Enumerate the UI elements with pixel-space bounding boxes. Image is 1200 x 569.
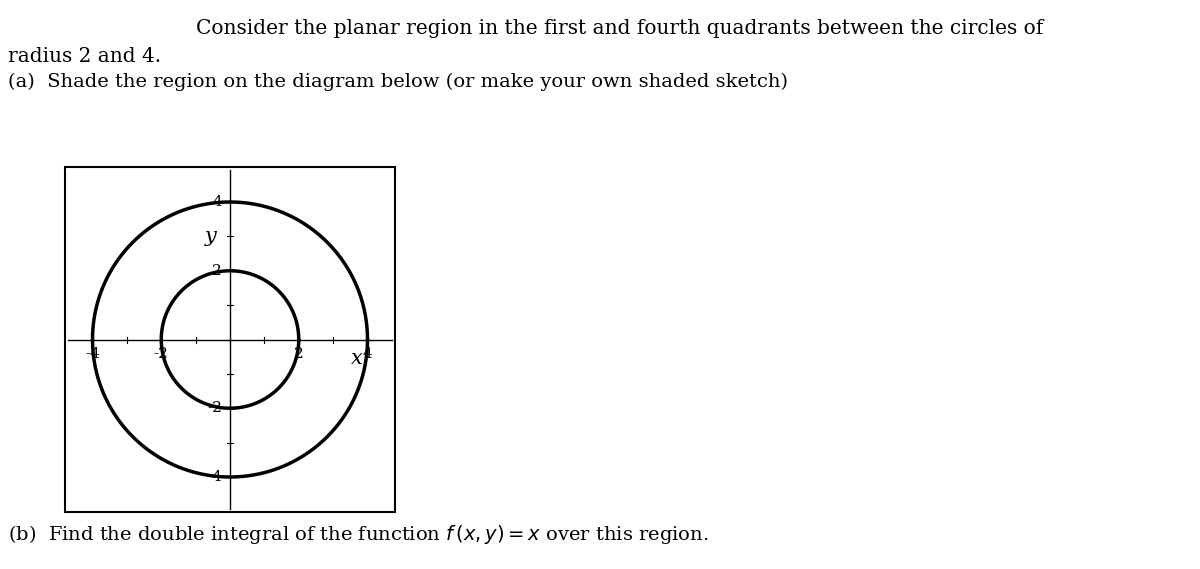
Text: 2: 2 — [294, 348, 304, 361]
Text: -4: -4 — [208, 470, 222, 484]
Text: radius 2 and 4.: radius 2 and 4. — [8, 47, 161, 66]
Bar — [65, 167, 395, 512]
Text: -2: -2 — [208, 401, 222, 415]
Text: (a)  Shade the region on the diagram below (or make your own shaded sketch): (a) Shade the region on the diagram belo… — [8, 73, 788, 91]
Text: -2: -2 — [154, 348, 169, 361]
Text: (b)  Find the double integral of the function $f\,(x, y) = x$ over this region.: (b) Find the double integral of the func… — [8, 523, 708, 546]
Text: Consider the planar region in the first and fourth quadrants between the circles: Consider the planar region in the first … — [197, 19, 1044, 38]
Text: -4: -4 — [85, 348, 100, 361]
Text: x: x — [352, 349, 364, 368]
Text: y: y — [205, 227, 217, 246]
Text: 2: 2 — [212, 264, 222, 278]
Text: 4: 4 — [212, 195, 222, 209]
Text: 4: 4 — [362, 348, 372, 361]
